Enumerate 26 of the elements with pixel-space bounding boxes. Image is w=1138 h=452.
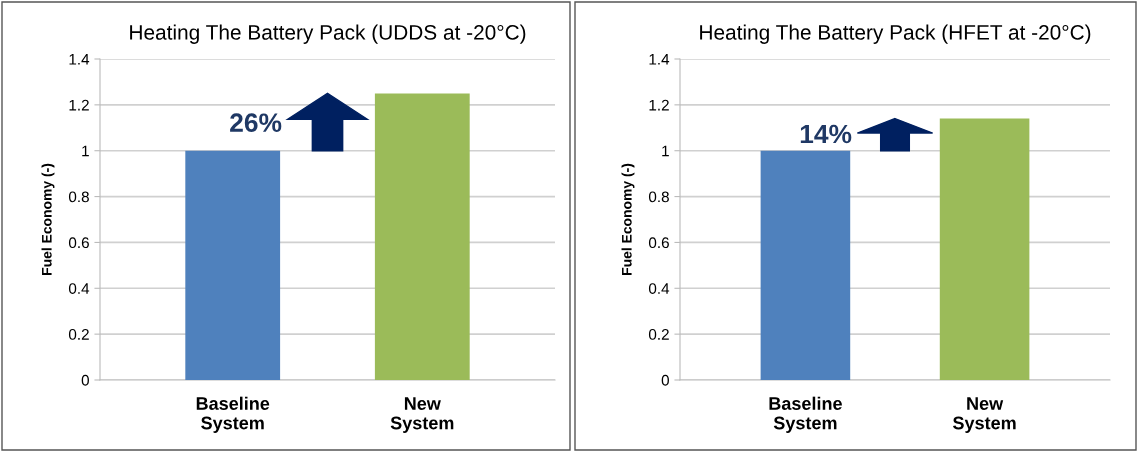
y-tick-label: 0.2	[648, 329, 669, 340]
y-tick-label: 0.6	[648, 237, 669, 249]
y-axis-title: Fuel Economy (-)	[41, 163, 55, 275]
x-tick-label: New System	[390, 397, 454, 433]
chart-title: Heating The Battery Pack (HFET at -20°C)	[700, 24, 1091, 44]
annotation: 26%	[230, 113, 282, 132]
y-tick-label: 1.2	[69, 99, 89, 111]
y-tick-label: 0.4	[68, 283, 90, 294]
x-tick-label: Baseline System	[769, 396, 842, 433]
y-tick-label: 0.8	[648, 191, 669, 203]
y-tick-label: 0.4	[648, 283, 670, 294]
y-tick-label: 0.2	[68, 329, 89, 340]
y-tick-label: 1.2	[649, 99, 669, 111]
x-tick-label: New System	[952, 397, 1016, 433]
chart-title: Heating The Battery Pack (UDDS at -20°C)	[130, 24, 526, 44]
y-tick-label: 1.4	[69, 54, 90, 65]
y-tick-label: 1	[662, 145, 669, 157]
y-tick-label: 1	[82, 145, 89, 157]
y-tick-label: 0.8	[68, 191, 89, 203]
y-tick-label: 0	[661, 374, 669, 386]
y-axis-title: Fuel Economy (-)	[621, 163, 635, 275]
x-tick-label: Baseline System	[196, 396, 270, 433]
y-tick-label: 0.6	[68, 237, 89, 249]
annotation: 14%	[800, 124, 852, 144]
y-tick-label: 1.4	[649, 54, 670, 65]
y-tick-label: 0	[81, 374, 89, 386]
